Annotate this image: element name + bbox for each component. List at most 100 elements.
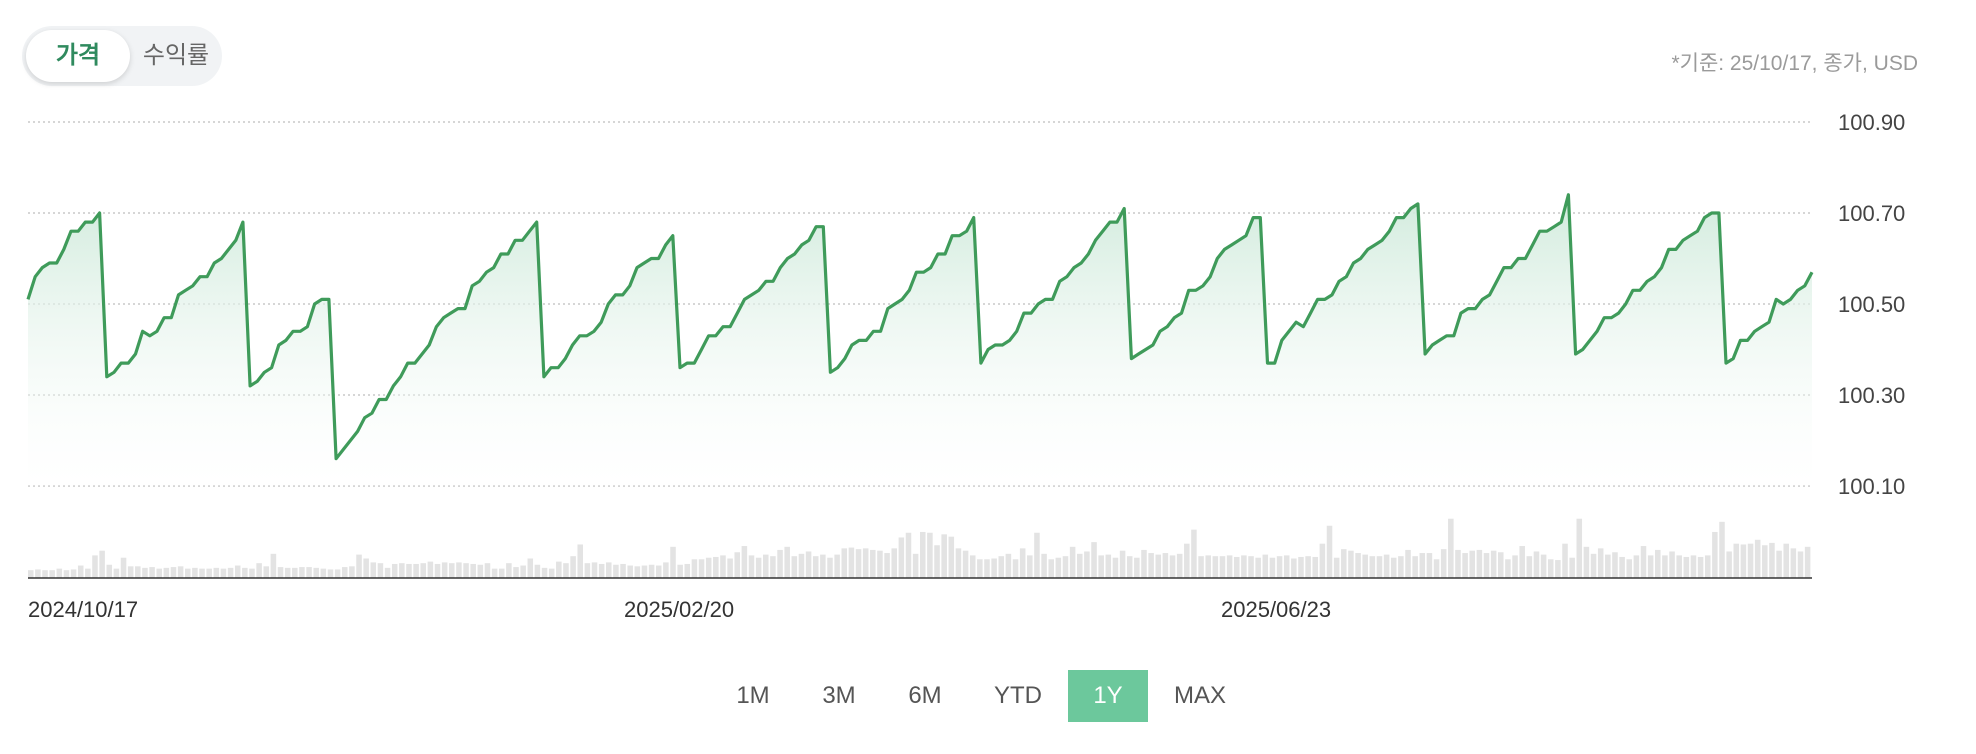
price-tab[interactable]: 가격	[26, 30, 130, 82]
volume-bar	[1098, 555, 1104, 578]
range-1m-button[interactable]: 1M	[736, 682, 770, 709]
volume-bar	[320, 568, 327, 578]
volume-bar	[1626, 559, 1632, 578]
chart-mode-toggle: 가격 수익률	[22, 26, 222, 86]
volume-bar	[1390, 557, 1397, 578]
volume-bar	[334, 569, 341, 578]
volume-bar	[520, 565, 526, 578]
volume-bar	[1005, 553, 1012, 578]
x-tick-label: 2025/02/20	[624, 597, 734, 620]
volume-bar	[1562, 543, 1568, 578]
volume-bar	[763, 554, 769, 578]
volume-bar	[356, 554, 362, 578]
volume-bar	[42, 570, 48, 578]
volume-bar	[1662, 555, 1668, 578]
volume-bar	[655, 565, 662, 578]
volume-bar	[1119, 550, 1126, 578]
volume-bar	[341, 567, 348, 578]
price-area	[28, 194, 1812, 487]
volume-bar	[991, 558, 997, 578]
volume-bar	[641, 565, 648, 578]
volume-bar	[327, 569, 334, 578]
volume-bar	[1048, 559, 1054, 578]
y-tick-label: 100.30	[1838, 383, 1905, 408]
volume-bar	[377, 563, 384, 578]
y-tick-label: 100.90	[1838, 110, 1905, 135]
volume-bar	[1041, 553, 1047, 578]
volume-bar	[820, 554, 826, 578]
volume-bar	[1448, 518, 1454, 578]
volume-bar	[1633, 555, 1640, 578]
volume-bar	[1141, 549, 1147, 578]
volume-bar	[862, 548, 869, 578]
y-tick-label: 100.70	[1838, 201, 1905, 226]
volume-bar	[92, 555, 98, 578]
volume-bar	[99, 550, 105, 578]
volume-bar	[784, 546, 790, 578]
volume-bar	[1469, 550, 1476, 578]
volume-bar	[891, 548, 897, 578]
volume-bar	[648, 564, 655, 578]
volume-bar	[998, 556, 1005, 578]
volume-bar	[156, 568, 162, 578]
volume-bar	[1804, 546, 1811, 578]
volume-bar	[1612, 552, 1618, 578]
volume-bar	[1669, 551, 1675, 578]
volume-bar	[1555, 560, 1561, 578]
volume-bar	[199, 568, 205, 578]
volume-bar	[299, 567, 305, 578]
volume-bar	[1405, 549, 1411, 578]
volume-bar	[1283, 555, 1290, 578]
volume-bar	[591, 562, 598, 578]
range-3m-button[interactable]: 3M	[822, 682, 856, 709]
volume-bar	[1583, 546, 1590, 578]
volume-bar	[370, 562, 377, 578]
range-1y-button[interactable]: 1Y	[1068, 670, 1148, 722]
volume-bar	[263, 566, 270, 578]
volume-bar	[1191, 529, 1197, 578]
range-max-button[interactable]: MAX	[1173, 682, 1226, 709]
range-6m-button[interactable]: 6M	[908, 682, 942, 709]
volume-bar	[1797, 551, 1804, 578]
volume-bar	[1412, 556, 1418, 578]
volume-bar	[927, 532, 933, 578]
volume-bar	[755, 557, 762, 578]
volume-bar	[1076, 553, 1083, 578]
volume-bar	[1733, 543, 1740, 578]
volume-bar	[1462, 553, 1468, 578]
volume-bar	[1027, 555, 1033, 578]
volume-bar	[249, 568, 255, 578]
volume-bar	[634, 566, 641, 578]
volume-bar	[270, 553, 277, 578]
volume-bar	[898, 537, 905, 578]
volume-bar	[142, 567, 148, 578]
volume-bar	[106, 564, 113, 578]
volume-bar	[1212, 556, 1219, 578]
volume-bar	[713, 556, 719, 578]
range-ytd-button[interactable]: YTD	[994, 682, 1042, 709]
volume-bar	[477, 564, 484, 578]
volume-bar	[541, 567, 548, 578]
volume-bar	[691, 559, 698, 578]
volume-bar	[677, 564, 683, 578]
volume-bar	[1326, 525, 1333, 578]
volume-bar	[870, 549, 876, 578]
volume-bar	[962, 550, 969, 578]
volume-bar	[1476, 549, 1483, 578]
basis-note: *기준: 25/10/17, 종가, USD	[1671, 52, 1918, 75]
volume-bar	[284, 567, 291, 578]
volume-bar	[720, 555, 726, 578]
return-tab[interactable]: 수익률	[142, 42, 210, 69]
volume-bar	[1319, 543, 1326, 578]
volume-bar	[1776, 550, 1782, 578]
volume-bar	[1540, 554, 1547, 578]
volume-bar	[984, 559, 990, 578]
volume-bar	[905, 532, 912, 578]
volume-bar	[812, 556, 819, 578]
volume-bar	[85, 568, 91, 578]
volume-bar	[1498, 552, 1504, 578]
volume-bar	[1069, 546, 1076, 578]
volume-bar	[484, 563, 491, 578]
volume-bar	[941, 534, 947, 578]
volume-bar	[1134, 557, 1140, 578]
